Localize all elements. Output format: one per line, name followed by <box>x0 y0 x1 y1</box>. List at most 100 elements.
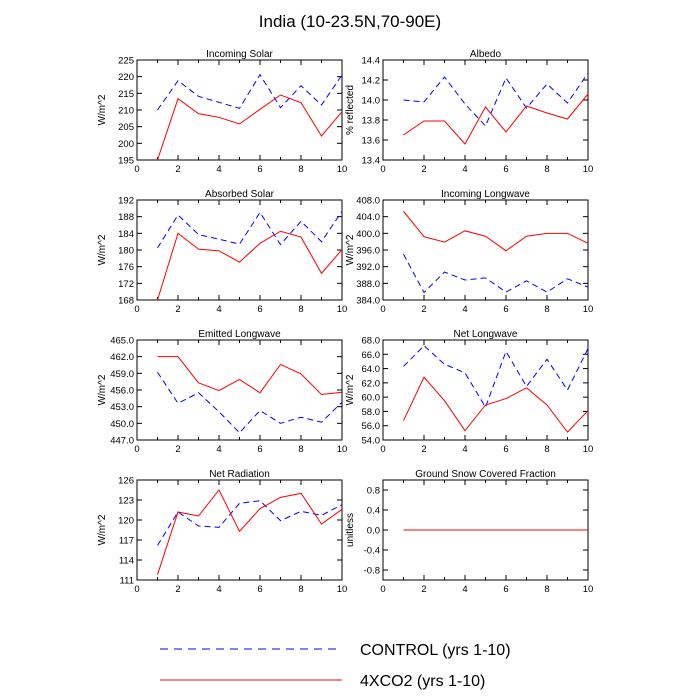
y-tick-label: 195 <box>118 156 134 167</box>
y-tick-label: 54.0 <box>362 436 381 447</box>
x-tick-label: 8 <box>298 584 303 595</box>
y-tick-label: 13.6 <box>362 136 381 147</box>
x-tick-label: 4 <box>462 444 467 455</box>
panel-title: Ground Snow Covered Fraction <box>415 469 556 480</box>
y-tick-label: 117 <box>119 536 134 547</box>
series-4xco2-line <box>157 356 343 395</box>
y-tick-label: 447.0 <box>110 436 134 447</box>
x-tick-label: 6 <box>503 164 508 175</box>
y-axis-label: W/m^2 <box>97 374 108 405</box>
plot-frame <box>382 339 589 441</box>
y-axis-label: % reflected <box>345 85 356 135</box>
x-tick-label: 4 <box>462 584 467 595</box>
x-tick-label: 8 <box>544 584 549 595</box>
y-tick-label: 462.0 <box>110 352 134 363</box>
series-control-line <box>403 345 589 409</box>
y-tick-label: 453.0 <box>110 402 134 413</box>
y-tick-label: 14.0 <box>362 96 381 107</box>
x-tick-label: 8 <box>544 304 549 315</box>
y-tick-label: 56.0 <box>362 421 381 432</box>
y-tick-label: 168 <box>118 296 134 307</box>
y-tick-label: 388.0 <box>356 279 380 290</box>
y-tick-label: 123 <box>118 496 134 507</box>
x-tick-label: 8 <box>298 444 303 455</box>
y-axis-label: W/m^2 <box>97 234 108 265</box>
y-tick-label: 450.0 <box>110 419 134 430</box>
y-tick-label: 400.0 <box>356 229 380 240</box>
plot-frame <box>136 199 343 301</box>
x-tick-label: 6 <box>257 164 262 175</box>
y-tick-label: 13.8 <box>362 116 381 127</box>
series-4xco2-line <box>157 230 343 301</box>
y-tick-label: 0.0 <box>367 526 380 537</box>
y-tick-label: 14.4 <box>362 56 381 67</box>
x-tick-label: 4 <box>216 444 221 455</box>
legend-control-label: CONTROL (yrs 1-10) <box>360 642 511 659</box>
x-tick-label: 8 <box>544 444 549 455</box>
x-tick-label: 8 <box>544 164 549 175</box>
x-tick-label: 6 <box>503 444 508 455</box>
x-tick-label: 10 <box>337 584 348 595</box>
y-tick-label: -0.8 <box>364 566 380 577</box>
x-tick-label: 10 <box>583 304 594 315</box>
x-tick-label: 0 <box>380 444 385 455</box>
x-tick-label: 4 <box>216 164 221 175</box>
y-tick-label: 220 <box>118 72 134 83</box>
series-control-line <box>157 210 343 249</box>
x-tick-label: 8 <box>298 164 303 175</box>
y-tick-label: 0.8 <box>367 486 380 497</box>
y-axis-label: W/m^2 <box>97 514 108 545</box>
series-4xco2-line <box>403 376 589 433</box>
x-tick-label: 4 <box>462 304 467 315</box>
x-tick-label: 4 <box>216 584 221 595</box>
panel-incoming-longwave: Incoming Longwave 0 2 4 6 8 10 384.0 388.0 392.0 3… <box>345 189 593 315</box>
y-tick-label: 192 <box>118 196 134 207</box>
plot-frame <box>136 479 343 581</box>
x-tick-label: 2 <box>175 304 180 315</box>
series-control-line <box>403 253 589 294</box>
series-control-line <box>403 72 589 127</box>
y-tick-label: 114 <box>119 556 134 567</box>
panel-title: Net Radiation <box>209 469 270 480</box>
series-control-line <box>157 500 343 546</box>
y-tick-label: 64.0 <box>362 364 381 375</box>
x-tick-label: 0 <box>380 304 385 315</box>
series-4xco2-line <box>157 489 343 575</box>
y-tick-label: 111 <box>120 576 134 587</box>
y-tick-label: 396.0 <box>356 246 380 257</box>
x-tick-label: 2 <box>421 444 426 455</box>
panel-net-longwave: Net Longwave 0 2 4 6 8 10 54.0 56.0 58.0 60.0 62.0 6… <box>345 329 593 455</box>
x-tick-label: 2 <box>175 444 180 455</box>
x-tick-label: 2 <box>175 584 180 595</box>
panel-title: Incoming Solar <box>206 49 273 60</box>
y-tick-label: 180 <box>118 246 134 257</box>
y-tick-label: 456.0 <box>110 386 134 397</box>
y-tick-label: 60.0 <box>362 393 381 404</box>
panel-ground-snow-covered-fraction: Ground Snow Covered Fraction 0 2 4 6 8 10 -0.8 -… <box>345 469 593 595</box>
y-tick-label: 408.0 <box>356 196 380 207</box>
y-tick-label: 13.4 <box>362 156 381 167</box>
x-tick-label: 10 <box>583 444 594 455</box>
panel-net-radiation: Net Radiation 0 2 4 6 8 10 111 114 117 120 123 126 W/… <box>97 469 347 595</box>
y-tick-label: 404.0 <box>356 212 380 223</box>
x-tick-label: 10 <box>583 164 594 175</box>
plot-frame <box>382 199 589 301</box>
x-tick-label: 4 <box>462 164 467 175</box>
series-control-line <box>157 73 343 111</box>
y-tick-label: 66.0 <box>362 350 381 361</box>
x-tick-label: 0 <box>134 584 139 595</box>
y-axis-label: W/m^2 <box>97 94 108 125</box>
series-4xco2-line <box>403 210 589 252</box>
x-tick-label: 6 <box>257 444 262 455</box>
y-tick-label: 465.0 <box>110 336 134 347</box>
x-tick-label: 0 <box>134 164 139 175</box>
y-tick-label: 188 <box>118 212 134 223</box>
x-tick-label: 0 <box>134 444 139 455</box>
y-tick-label: 225 <box>118 56 134 67</box>
x-tick-label: 10 <box>337 164 348 175</box>
x-tick-label: 6 <box>257 304 262 315</box>
panel-incoming-solar: Incoming Solar 0 2 4 6 8 10 195 200 205 210 215 220 2… <box>97 49 347 175</box>
y-tick-label: 210 <box>118 106 134 117</box>
y-tick-label: 184 <box>118 229 134 240</box>
